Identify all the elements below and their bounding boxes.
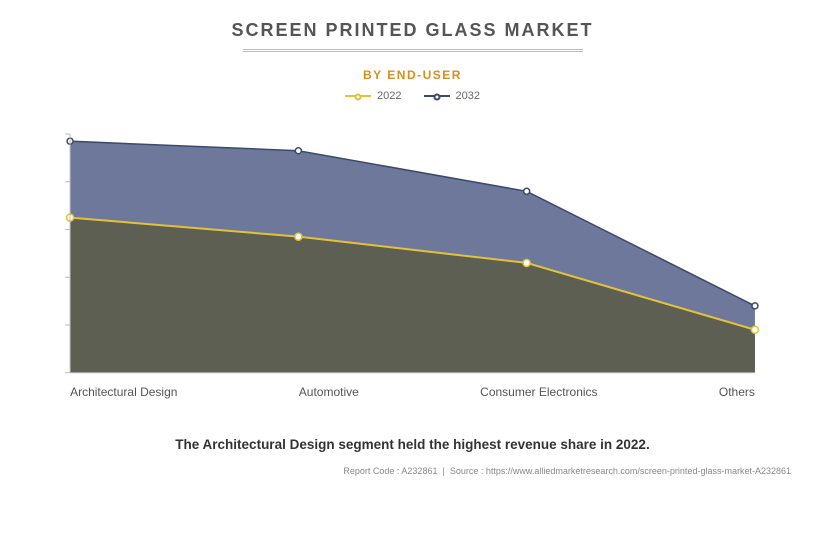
x-axis-label: Architectural Design (70, 385, 177, 399)
legend-label: 2022 (377, 90, 401, 102)
report-label: Report Code : (343, 466, 399, 476)
source-line: Report Code : A232861 | Source : https:/… (30, 466, 795, 476)
chart-caption: The Architectural Design segment held th… (30, 437, 795, 452)
legend-swatch-icon (345, 95, 371, 97)
x-axis-label: Automotive (299, 385, 359, 399)
line-chart-svg (60, 130, 765, 377)
legend-swatch-icon (424, 95, 450, 97)
chart-title: SCREEN PRINTED GLASS MARKET (30, 20, 795, 41)
chart-subtitle: BY END-USER (30, 68, 795, 82)
legend-label: 2032 (456, 90, 480, 102)
x-axis-label: Consumer Electronics (480, 385, 597, 399)
legend-item-2032: 2032 (424, 90, 480, 102)
legend-marker-icon (433, 94, 440, 101)
legend-item-2022: 2022 (345, 90, 401, 102)
report-code: A232861 (401, 466, 437, 476)
title-underline (243, 49, 583, 52)
source-text: https://www.alliedmarketresearch.com/scr… (486, 466, 791, 476)
x-axis-labels: Architectural Design Automotive Consumer E… (60, 377, 765, 399)
source-label: Source : (450, 466, 484, 476)
legend-marker-icon (355, 94, 362, 101)
x-axis-label: Others (719, 385, 755, 399)
chart-container: SCREEN PRINTED GLASS MARKET BY END-USER … (0, 0, 825, 537)
chart-area: Architectural Design Automotive Consumer E… (60, 130, 765, 399)
legend: 2022 2032 (30, 90, 795, 102)
